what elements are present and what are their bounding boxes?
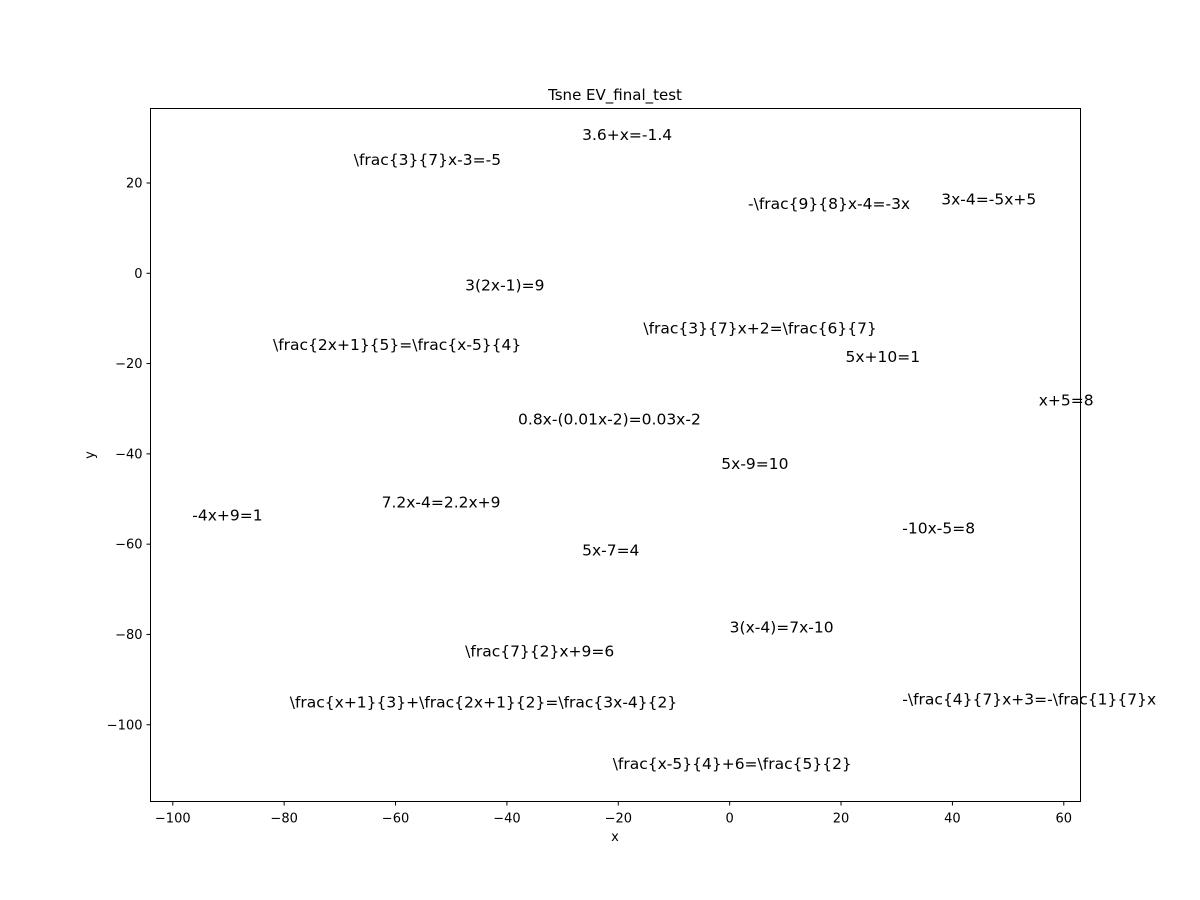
point-label: 3.6+x=-1.4	[582, 126, 672, 144]
x-axis-label: x	[611, 830, 619, 845]
x-tick-label: −40	[493, 812, 520, 827]
point-label: \frac{3}{7}x-3=-5	[354, 151, 501, 169]
point-label: 5x-7=4	[582, 541, 639, 559]
point-label: 3x-4=-5x+5	[941, 191, 1036, 209]
point-label: \frac{2x+1}{5}=\frac{x-5}{4}	[273, 336, 521, 354]
y-tick-label: −80	[115, 628, 142, 643]
chart-title: Tsne EV_final_test	[547, 86, 682, 105]
point-label: 5x-9=10	[721, 455, 788, 473]
x-tick-label: −100	[155, 812, 191, 827]
y-tick-label: −100	[107, 718, 143, 733]
point-label: -4x+9=1	[192, 507, 262, 525]
x-tick-label: 40	[944, 812, 961, 827]
point-labels-layer: 3.6+x=-1.4 \frac{3}{7}x-3=-5 -\frac{9}{8}x…	[192, 126, 1156, 773]
x-axis-ticks: −100 −80 −60 −40 −20 0 20 40 60	[155, 801, 1073, 827]
point-label: -10x-5=8	[902, 519, 975, 537]
point-label: -\frac{4}{7}x+3=-\frac{1}{7}x	[902, 690, 1156, 708]
y-tick-label: −20	[115, 357, 142, 372]
point-label: \frac{7}{2}x+9=6	[465, 643, 614, 661]
y-tick-label: −60	[115, 538, 142, 553]
plot-frame	[150, 108, 1081, 802]
x-tick-label: 20	[833, 812, 850, 827]
x-tick-label: −20	[605, 812, 632, 827]
point-label: \frac{x-5}{4}+6=\frac{5}{2}	[613, 755, 852, 773]
point-label: 3(x-4)=7x-10	[730, 619, 834, 637]
point-label: x+5=8	[1039, 392, 1094, 410]
y-axis-ticks: 20 0 −20 −40 −60 −80 −100	[107, 176, 151, 733]
y-axis-label: y	[83, 451, 98, 459]
point-label: \frac{x+1}{3}+\frac{2x+1}{2}=\frac{3x-4}…	[290, 694, 678, 712]
x-tick-label: −80	[270, 812, 297, 827]
y-tick-label: −40	[115, 447, 142, 462]
y-tick-label: 0	[134, 267, 142, 282]
point-label: \frac{3}{7}x+2=\frac{6}{7}	[643, 319, 877, 337]
x-tick-label: 60	[1056, 812, 1073, 827]
point-label: 5x+10=1	[845, 348, 920, 366]
y-tick-label: 20	[126, 176, 143, 191]
point-label: -\frac{9}{8}x-4=-3x	[748, 195, 910, 213]
x-tick-label: −60	[382, 812, 409, 827]
point-label: 3(2x-1)=9	[465, 276, 544, 294]
point-label: 0.8x-(0.01x-2)=0.03x-2	[518, 411, 701, 429]
x-tick-label: 0	[726, 812, 734, 827]
point-label: 7.2x-4=2.2x+9	[382, 494, 501, 512]
